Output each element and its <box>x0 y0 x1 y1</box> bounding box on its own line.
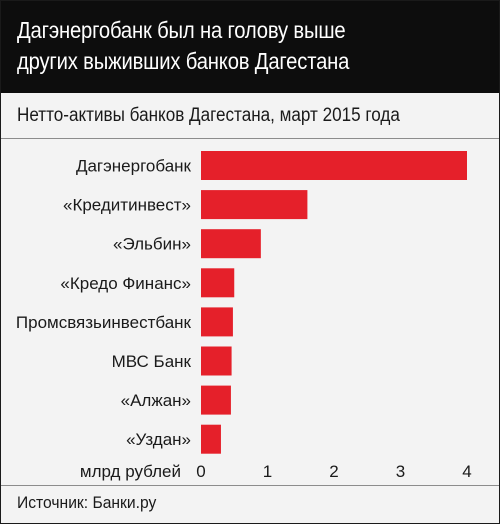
x-axis: 0 1 2 3 4 млрд рублей <box>80 462 472 481</box>
x-tick-label: 4 <box>462 462 471 481</box>
bar <box>201 151 467 180</box>
chart-title: Дагэнергобанк был на голову выше других … <box>17 15 431 77</box>
divider-bottom <box>1 485 499 486</box>
bar <box>201 346 232 376</box>
x-unit-label: млрд рублей <box>80 462 181 481</box>
title-line-2: других выживших банков Дагестана <box>17 48 350 74</box>
category-label: «Кредитинвест» <box>63 196 191 215</box>
category-label: Дагэнергобанк <box>76 157 192 176</box>
divider-top <box>1 138 499 139</box>
category-label: МВС Банк <box>112 352 192 371</box>
category-labels: Дагэнергобанк «Кредитинвест» «Эльбин» «Кред… <box>16 157 192 450</box>
x-tick-label: 0 <box>196 462 205 481</box>
title-line-1: Дагэнергобанк был на голову выше <box>17 17 346 43</box>
x-tick-label: 3 <box>396 462 405 481</box>
x-tick-label: 2 <box>329 462 338 481</box>
category-label: «Уздан» <box>126 430 191 449</box>
bars <box>201 151 467 454</box>
x-tick-label: 1 <box>263 462 272 481</box>
category-label: «Эльбин» <box>113 235 191 254</box>
bar <box>201 385 231 415</box>
header: Дагэнергобанк был на голову выше других … <box>1 1 499 93</box>
chart-subtitle: Нетто-активы банков Дагестана, март 2015… <box>17 105 400 126</box>
source-note: Источник: Банки.ру <box>17 493 157 512</box>
bar <box>201 229 261 259</box>
bar <box>201 190 308 220</box>
category-label: «Алжан» <box>121 391 191 410</box>
bar <box>201 424 221 454</box>
category-label: «Кредо Финанс» <box>60 274 191 293</box>
bar <box>201 268 235 298</box>
category-label: Промсвязьинвестбанк <box>16 313 192 332</box>
bar <box>201 307 233 337</box>
